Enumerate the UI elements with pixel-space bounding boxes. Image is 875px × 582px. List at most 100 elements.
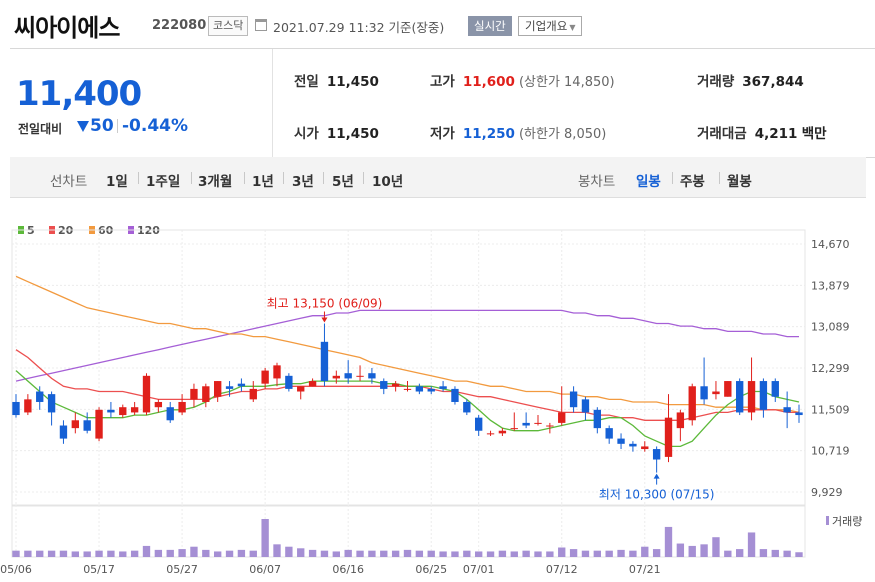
change-label: 전일대비 <box>18 122 63 136</box>
candle-body <box>297 386 305 392</box>
low-price: 저가 11,250 (하한가 8,050) <box>430 122 606 142</box>
volume-bar <box>332 551 340 557</box>
period-3m[interactable]: 3개월 <box>198 174 233 190</box>
volume-bar <box>202 549 210 557</box>
candle-body <box>142 375 151 413</box>
y-tick-label: 14,670 <box>811 238 850 251</box>
candle-body <box>202 386 210 402</box>
volume-bar <box>629 550 637 557</box>
volume-bar <box>119 551 127 557</box>
company-overview-dropdown[interactable]: 기업개요 ▼ <box>518 16 583 36</box>
candle-body <box>308 381 317 387</box>
candle-body <box>225 386 234 389</box>
volume-bar <box>522 550 530 557</box>
volume-bar <box>747 532 756 557</box>
chart-period-bar: 선차트 1일 1주일 3개월 1년 3년 5년 10년 봉차트 일봉 주봉 월봉 <box>10 157 866 198</box>
candle-body <box>261 370 269 384</box>
open-price: 시가 11,450 <box>294 122 379 142</box>
volume-bar <box>415 550 424 557</box>
candlestick-chart[interactable]: 14,670 13,879 13,089 12,299 11,509 10,719 9,92… <box>0 200 875 582</box>
period-weekly[interactable]: 주봉 <box>680 174 705 190</box>
volume-bar <box>581 550 590 557</box>
period-daily[interactable]: 일봉 <box>636 174 661 190</box>
x-tick-label: 06/07 <box>249 563 281 576</box>
x-tick-label: 07/01 <box>463 563 495 576</box>
stock-code: 222080 <box>152 18 207 33</box>
company-name[interactable]: 씨아이에스 <box>14 14 120 42</box>
volume-bar <box>593 550 601 557</box>
candle-body <box>415 386 424 392</box>
amount-label: 거래대금 <box>697 126 747 142</box>
volume-bar <box>546 551 554 557</box>
x-tick-label: 06/25 <box>415 563 447 576</box>
prev-close-value: 11,450 <box>326 74 379 90</box>
candle-body <box>249 388 257 400</box>
candle-body <box>736 381 744 413</box>
x-tick-label: 05/06 <box>0 563 32 576</box>
volume-bar <box>391 550 400 557</box>
volume-bar <box>558 547 566 557</box>
period-monthly[interactable]: 월봉 <box>727 174 752 190</box>
realtime-button[interactable]: 실시간 <box>468 16 512 36</box>
candle-body <box>47 394 56 413</box>
volume-bar <box>273 544 281 557</box>
change-separator <box>117 119 118 133</box>
volume-legend-swatch <box>826 516 829 525</box>
candle-body <box>795 412 803 416</box>
candle-body <box>475 417 483 431</box>
period-separator <box>244 172 245 184</box>
volume-bar <box>285 546 293 557</box>
candle-body <box>724 381 732 397</box>
period-3y[interactable]: 3년 <box>292 174 314 190</box>
period-separator <box>719 172 720 184</box>
period-10y[interactable]: 10년 <box>372 174 404 190</box>
low-annotation: 최저 10,300 (07/15) <box>599 488 715 502</box>
volume-bar <box>486 551 495 557</box>
volume-bar <box>320 550 329 557</box>
low-arrowhead-icon <box>653 473 660 479</box>
volume-label: 거래량 <box>832 515 862 528</box>
candle-body <box>332 375 340 379</box>
period-1w[interactable]: 1주일 <box>146 174 181 190</box>
volume-bar <box>510 551 518 557</box>
volume-bar <box>166 549 174 557</box>
candle-body <box>510 428 518 430</box>
open-value: 11,450 <box>326 126 379 142</box>
period-1d[interactable]: 1일 <box>106 174 128 190</box>
period-separator <box>323 172 324 184</box>
candle-body <box>36 391 44 402</box>
period-separator <box>363 172 364 184</box>
candle-body <box>344 373 352 379</box>
calendar-icon <box>255 19 267 31</box>
volume: 거래량 367,844 <box>697 70 804 90</box>
change-value: 50 <box>90 116 114 136</box>
candle-body <box>166 407 174 421</box>
line-chart-label: 선차트 <box>50 174 88 190</box>
volume-bar <box>154 549 163 557</box>
panel-divider <box>272 49 273 157</box>
y-tick-label: 11,509 <box>811 403 850 416</box>
high-value: 11,600 <box>462 74 515 90</box>
candle-body <box>178 401 186 413</box>
candle-body <box>237 383 246 387</box>
period-5y[interactable]: 5년 <box>332 174 354 190</box>
volume-bar <box>664 526 673 557</box>
change-percent: -0.44% <box>122 116 189 136</box>
volume-bar <box>463 550 471 557</box>
quote-panel: 11,400 전일대비 50 -0.44% 전일 11,450 고가 11,600(… <box>10 48 875 158</box>
amount-unit: 백만 <box>801 126 827 142</box>
x-tick-label: 06/16 <box>332 563 364 576</box>
volume-bar <box>308 549 317 557</box>
candle-body <box>24 399 32 413</box>
candle-body <box>403 388 412 390</box>
volume-bar <box>759 549 768 557</box>
volume-bar <box>712 537 720 557</box>
candle-body <box>451 388 459 402</box>
volume-bar <box>605 550 613 557</box>
volume-bar <box>261 519 269 557</box>
candle-body <box>380 381 388 389</box>
period-1y[interactable]: 1년 <box>252 174 274 190</box>
lower-limit: (하한가 8,050) <box>518 127 607 142</box>
candle-body <box>12 401 20 416</box>
volume-bar <box>344 549 352 557</box>
